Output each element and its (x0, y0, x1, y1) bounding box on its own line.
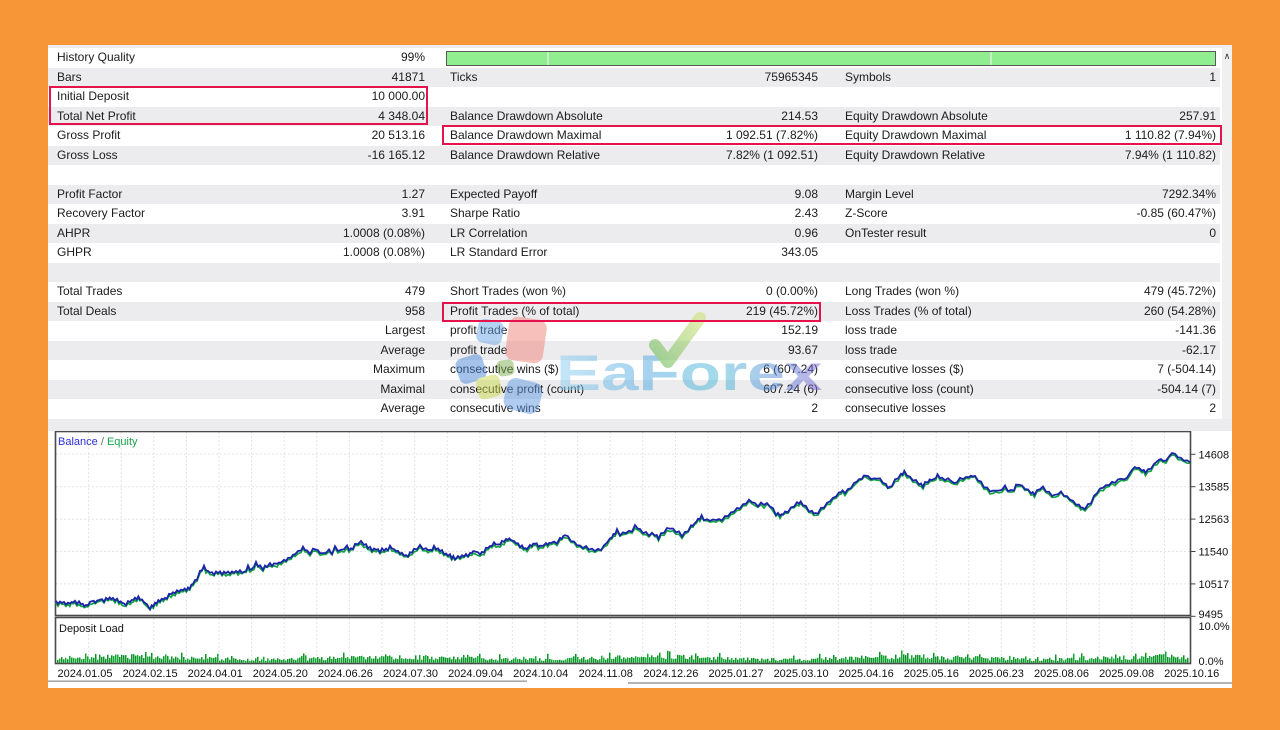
svg-text:2025.10.16: 2025.10.16 (1164, 668, 1219, 680)
svg-text:0.0%: 0.0% (1199, 656, 1224, 668)
svg-text:2024.09.04: 2024.09.04 (448, 668, 503, 680)
svg-text:11540: 11540 (1199, 547, 1229, 559)
svg-text:2024.01.05: 2024.01.05 (57, 668, 112, 680)
svg-text:2025.06.23: 2025.06.23 (969, 668, 1024, 680)
svg-text:10517: 10517 (1199, 579, 1230, 591)
svg-text:13585: 13585 (1199, 482, 1230, 494)
svg-text:2025.08.06: 2025.08.06 (1034, 668, 1089, 680)
svg-text:12563: 12563 (1199, 514, 1230, 526)
svg-text:2024.07.30: 2024.07.30 (383, 668, 438, 680)
svg-text:9495: 9495 (1199, 609, 1223, 621)
svg-text:2024.05.20: 2024.05.20 (253, 668, 308, 680)
svg-text:2024.06.26: 2024.06.26 (318, 668, 373, 680)
svg-text:14608: 14608 (1199, 449, 1230, 461)
svg-text:2024.11.08: 2024.11.08 (579, 668, 633, 680)
svg-text:Deposit Load: Deposit Load (59, 623, 124, 635)
svg-text:10.0%: 10.0% (1199, 621, 1230, 633)
svg-text:Balance / Equity: Balance / Equity (58, 436, 138, 448)
svg-text:2024.10.04: 2024.10.04 (513, 668, 568, 680)
svg-text:2024.02.15: 2024.02.15 (123, 668, 178, 680)
svg-text:2025.05.16: 2025.05.16 (904, 668, 959, 680)
svg-text:2025.03.10: 2025.03.10 (774, 668, 829, 680)
svg-text:2024.12.26: 2024.12.26 (643, 668, 698, 680)
svg-text:2025.09.08: 2025.09.08 (1099, 668, 1154, 680)
svg-text:2025.04.16: 2025.04.16 (839, 668, 894, 680)
svg-text:2024.04.01: 2024.04.01 (188, 668, 243, 680)
svg-text:2025.01.27: 2025.01.27 (708, 668, 763, 680)
